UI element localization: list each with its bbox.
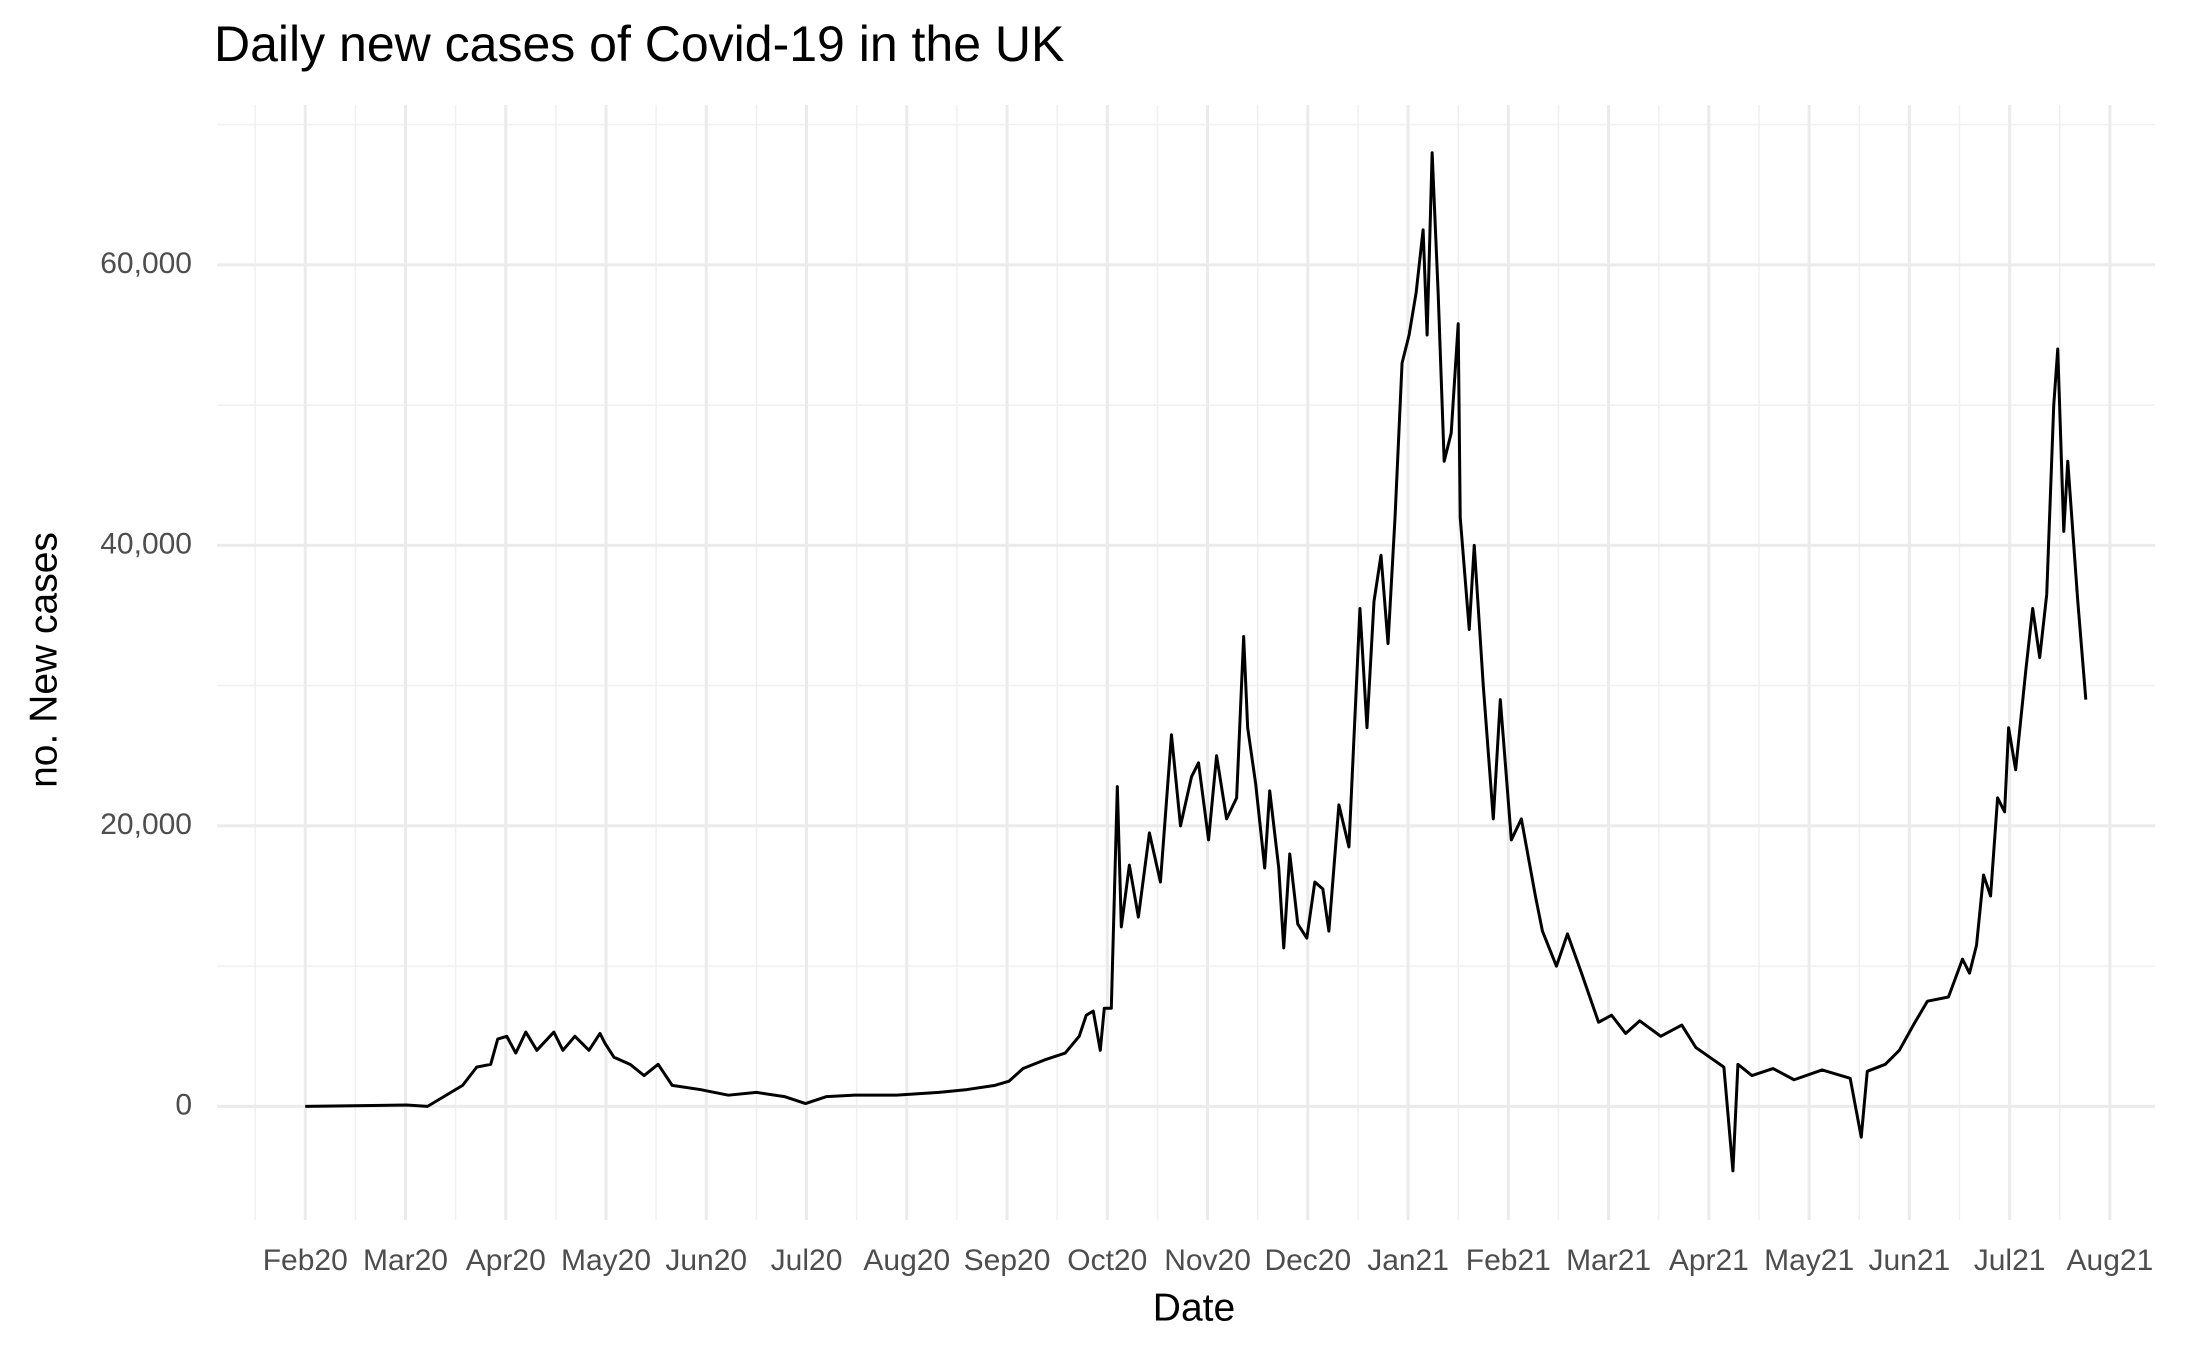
- x-tick-label: Apr21: [1669, 1244, 1749, 1277]
- x-tick-label: Sep20: [964, 1244, 1051, 1277]
- x-axis-title: Date: [1153, 1286, 1235, 1329]
- x-tick-label: Feb21: [1466, 1244, 1551, 1277]
- y-axis-title: no. New cases: [22, 532, 65, 788]
- x-tick-label: Jul21: [1974, 1244, 2046, 1277]
- y-tick-label: 0: [175, 1088, 192, 1121]
- x-tick-label: May21: [1764, 1244, 1854, 1277]
- x-tick-label: Jul20: [771, 1244, 843, 1277]
- x-tick-label: Apr20: [466, 1244, 546, 1277]
- x-tick-label: Aug21: [2067, 1244, 2154, 1277]
- chart-title: Daily new cases of Covid-19 in the UK: [214, 16, 1064, 72]
- x-tick-label: Feb20: [263, 1244, 348, 1277]
- data-line: [305, 151, 2088, 1173]
- y-tick-label: 40,000: [100, 527, 192, 560]
- x-tick-label: Oct20: [1067, 1244, 1147, 1277]
- x-tick-label: Jan21: [1367, 1244, 1449, 1277]
- x-tick-label: Mar21: [1566, 1244, 1651, 1277]
- x-tick-label: Jun20: [665, 1244, 747, 1277]
- y-tick-label: 60,000: [100, 247, 192, 280]
- x-tick-label: Dec20: [1264, 1244, 1351, 1277]
- x-tick-label: May20: [561, 1244, 651, 1277]
- y-tick-label: 20,000: [100, 808, 192, 841]
- x-tick-label: Mar20: [363, 1244, 448, 1277]
- x-tick-label: Nov20: [1164, 1244, 1251, 1277]
- x-tick-label: Jun21: [1868, 1244, 1950, 1277]
- x-tick-label: Aug20: [863, 1244, 950, 1277]
